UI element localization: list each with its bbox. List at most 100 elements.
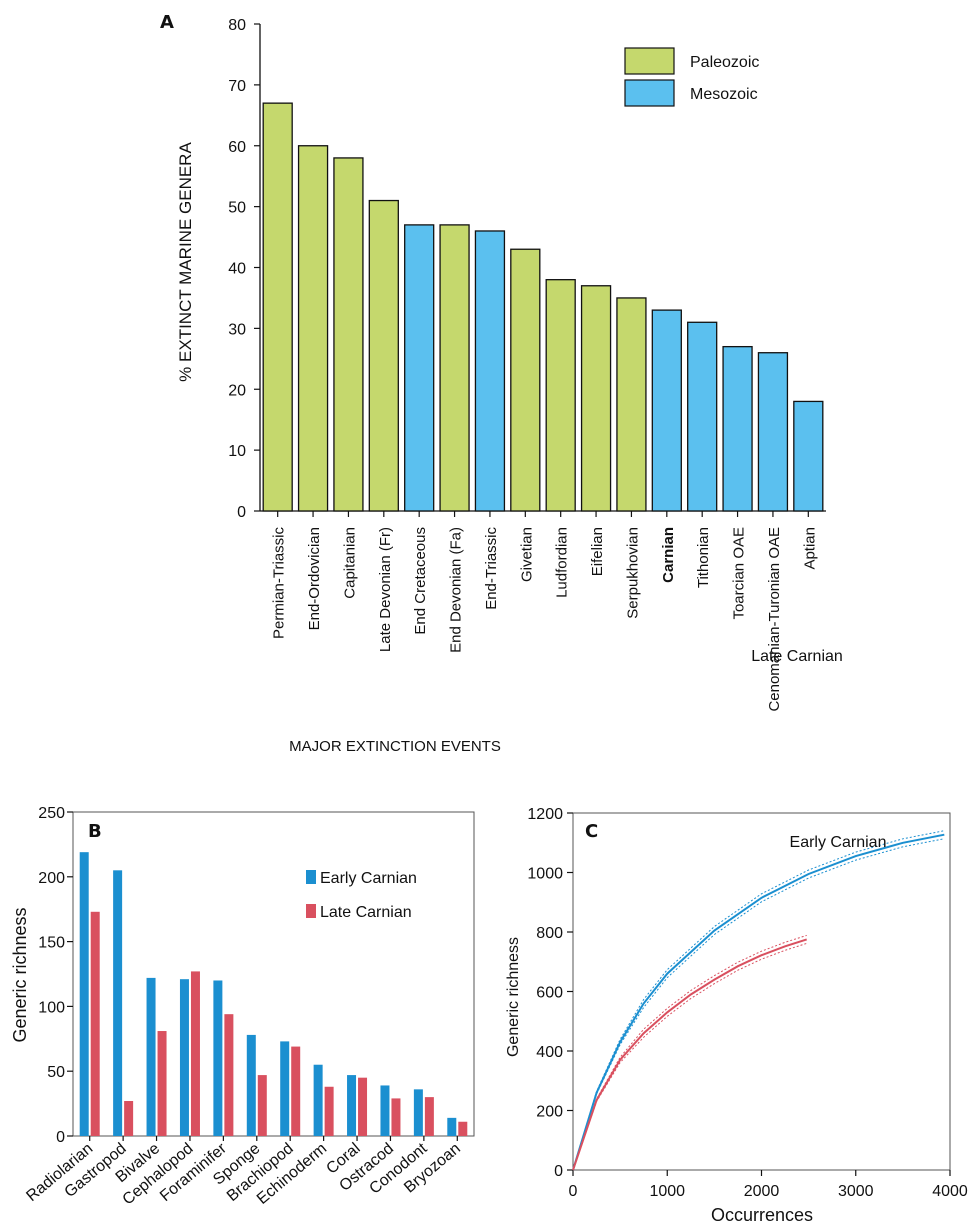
y-tick-label: 0	[56, 1129, 65, 1146]
bar-end-triassic	[474, 230, 506, 512]
x-tick-label-eifelian: Eifelian	[589, 527, 606, 576]
bar-bivalve-early-carnian	[146, 977, 156, 1136]
legend-label-early-carnian: Early Carnian	[320, 870, 417, 887]
confidence-upper-early-carnian	[572, 830, 945, 1171]
x-tick-label: 4000	[932, 1183, 968, 1200]
x-tick-label-carnian: Carnian	[660, 527, 677, 583]
legend-label-mesozoic: Mesozoic	[690, 86, 758, 103]
x-tick-label-late-devonian-fr: Late Devonian (Fr)	[377, 527, 394, 652]
bar-radiolarian-early-carnian	[79, 852, 89, 1136]
curve-late-carnian	[572, 938, 808, 1171]
panel-a-y-axis: 0 10 20 30 40 50 60 70 80	[228, 17, 826, 521]
panel-b-y-axis: 0 50 100 150 200 250	[38, 805, 475, 1146]
panel-c-y-axis-label: Generic richness	[505, 937, 522, 1057]
x-tick-label-aptian: Aptian	[801, 527, 818, 570]
panel-c-axes: 0 200 400 600 800 1000 1200 0 1000 2000 3000 4000	[527, 806, 967, 1200]
y-tick-label: 0	[554, 1163, 563, 1180]
bar-brachiopod-early-carnian	[280, 1041, 290, 1136]
bar-cephalopod-early-carnian	[179, 979, 189, 1136]
y-tick-label: 40	[228, 261, 246, 278]
x-tick-label-cenomanian-turonian-oae: Cenomanian-Turonian OAE	[766, 527, 783, 712]
x-tick-label-end-devonian-fa: End Devonian (Fa)	[448, 527, 465, 653]
bar-brachiopod-late-carnian	[291, 1046, 301, 1136]
bar-sponge-late-carnian	[257, 1075, 267, 1136]
panel-b-category-labels: RadiolarianGastropodBivalveCephalopodFor…	[23, 1136, 464, 1209]
y-tick-label: 200	[38, 870, 65, 887]
series-label-late-carnian: Late Carnian	[751, 648, 843, 665]
y-tick-label: 100	[38, 999, 65, 1016]
panel-b-legend: Early Carnian Late Carnian	[306, 870, 417, 921]
bar-sponge-early-carnian	[246, 1034, 256, 1136]
y-tick-label: 200	[536, 1104, 563, 1121]
confidence-upper-late-carnian	[572, 934, 807, 1171]
bar-coral-early-carnian	[347, 1075, 357, 1136]
panel-a-bars	[262, 102, 824, 512]
bar-bivalve-late-carnian	[157, 1031, 167, 1136]
panel-a-x-axis-label: MAJOR EXTINCTION EVENTS	[289, 738, 501, 755]
panel-c-rarefaction-chart: C 0 200 400 600 800 1000 1200 0 1000 2000 3000 4000…	[505, 648, 968, 1225]
bar-cephalopod-late-carnian	[190, 971, 200, 1136]
series-label-early-carnian: Early Carnian	[790, 834, 887, 851]
bar-carnian	[651, 309, 682, 512]
y-tick-label: 1200	[527, 806, 563, 823]
panel-c-x-axis-label: Occurrences	[711, 1205, 813, 1224]
panel-c-letter: C	[585, 821, 598, 842]
y-tick-label: 60	[228, 139, 246, 156]
plot-frame	[572, 812, 951, 1171]
curve-early-carnian	[572, 833, 945, 1171]
x-tick-label-tithonian: Tithonian	[695, 527, 712, 588]
bar-cenomanian-turonian-oae	[757, 352, 789, 512]
bar-gastropod-late-carnian	[124, 1101, 134, 1136]
y-tick-label: 150	[38, 935, 65, 952]
bar-conodont-late-carnian	[424, 1097, 434, 1136]
x-tick-label-capitanian: Capitanian	[341, 527, 358, 599]
panel-a-letter: A	[160, 12, 174, 33]
x-tick-label-permian-triassic: Permian-Triassic	[271, 527, 288, 639]
x-tick-label: 3000	[838, 1183, 874, 1200]
confidence-lower-early-carnian	[572, 838, 945, 1171]
bar-tithonian	[687, 321, 718, 512]
panel-a-extinction-chart: A 0 10 20 30 40 50 60 70 80 Permian-Triassic End-…	[160, 12, 826, 755]
bar-toarcian-oae	[722, 345, 753, 512]
x-tick-label-end-triassic: End-Triassic	[483, 527, 500, 610]
y-tick-label: 1000	[527, 866, 563, 883]
legend-swatch-mesozoic	[624, 79, 675, 107]
panel-c-curves	[572, 830, 945, 1171]
legend-label-late-carnian: Late Carnian	[320, 904, 412, 921]
y-tick-label: 250	[38, 805, 65, 822]
bar-ostracod-late-carnian	[391, 1098, 401, 1136]
panel-b-y-axis-label: Generic richness	[10, 907, 30, 1042]
x-tick-label-end-cretaceous: End Cretaceous	[412, 527, 429, 635]
legend-label-paleozoic: Paleozoic	[690, 54, 759, 71]
y-tick-label: 70	[228, 78, 246, 95]
bar-serpukhovian	[616, 297, 647, 512]
confidence-lower-late-carnian	[572, 942, 807, 1171]
y-tick-label: 0	[237, 504, 246, 521]
panel-b-richness-bar-chart: B 0 50 100 150 200 250 RadiolarianGastropodBi…	[10, 805, 475, 1209]
x-tick-label: 2000	[744, 1183, 780, 1200]
bar-foraminifer-late-carnian	[224, 1014, 234, 1136]
bar-late-devonian-fr	[368, 199, 399, 512]
y-tick-label: 50	[47, 1064, 65, 1081]
y-tick-label: 30	[228, 321, 246, 338]
y-tick-label: 800	[536, 925, 563, 942]
x-tick-label-end-ordovician: End-Ordovician	[306, 527, 323, 630]
x-tick-label-toarcian-oae: Toarcian OAE	[731, 527, 748, 620]
bar-eifelian	[580, 285, 612, 512]
x-tick-label-ludfordian: Ludfordian	[554, 527, 571, 598]
plot-frame	[72, 811, 475, 1137]
y-tick-label: 400	[536, 1044, 563, 1061]
bar-bryozoan-early-carnian	[447, 1117, 457, 1136]
bar-end-cretaceous	[404, 224, 435, 512]
y-tick-label: 50	[228, 200, 246, 217]
x-tick-label: 1000	[649, 1183, 685, 1200]
bar-aptian	[793, 400, 824, 512]
panel-b-letter: B	[88, 821, 102, 842]
x-tick-label-serpukhovian: Serpukhovian	[624, 527, 641, 619]
y-tick-label: 600	[536, 985, 563, 1002]
legend-swatch-paleozoic	[624, 47, 675, 75]
legend-swatch-early-carnian	[306, 870, 316, 884]
bar-permian-triassic	[262, 102, 293, 512]
bar-radiolarian-late-carnian	[90, 911, 100, 1136]
